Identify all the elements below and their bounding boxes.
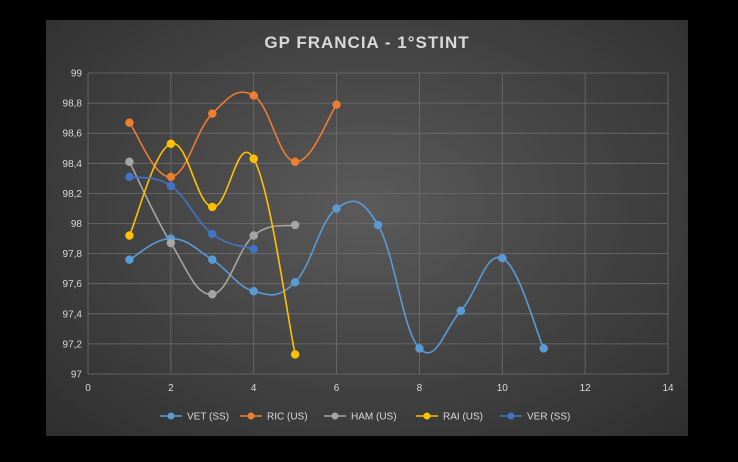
- y-tick-label: 98,2: [63, 189, 83, 200]
- data-point: [290, 157, 300, 167]
- data-point: [249, 286, 258, 296]
- series-line-3: [128, 142, 296, 355]
- data-point: [125, 157, 134, 167]
- data-point: [415, 344, 424, 353]
- data-point: [166, 139, 176, 148]
- y-tick-label: 97,4: [63, 309, 83, 320]
- data-point: [249, 154, 258, 164]
- series-line-4: [129, 176, 254, 250]
- chart-panel: GP FRANCIA - 1°STINT 97 97,2 97,4 97,6 97,8 9…: [46, 20, 688, 436]
- line-chart: 97 97,2 97,4 97,6 97,8 98 98,2 98,4 98,6 98,8 99 0 2…: [63, 69, 674, 423]
- data-point: [290, 277, 300, 287]
- x-tick-label: 10: [497, 383, 509, 394]
- data-point: [290, 220, 300, 230]
- data-point: [166, 238, 176, 248]
- x-tick-label: 6: [334, 383, 340, 394]
- data-point: [125, 172, 134, 182]
- data-point: [249, 91, 258, 100]
- x-tick-label: 2: [168, 383, 174, 394]
- y-tick-label: 98,4: [63, 159, 83, 170]
- data-point: [125, 231, 134, 240]
- axes: 97 97,2 97,4 97,6 97,8 98 98,2 98,4 98,6 98,8 99 0 2…: [63, 69, 674, 395]
- data-point: [208, 229, 217, 239]
- data-point: [332, 100, 341, 109]
- data-point: [208, 255, 217, 264]
- data-point: [332, 204, 341, 213]
- x-tick-label: 12: [580, 383, 592, 394]
- y-tick-label: 98: [71, 219, 83, 230]
- data-point: [208, 289, 217, 299]
- chart-title: GP FRANCIA - 1°STINT: [264, 33, 470, 52]
- y-tick-label: 97,6: [63, 279, 83, 290]
- data-point: [208, 202, 217, 212]
- y-tick-label: 98,8: [63, 99, 83, 110]
- legend-label: RAI (US): [443, 412, 483, 423]
- legend-label: RIC (US): [267, 412, 308, 423]
- data-point: [208, 109, 217, 118]
- data-point: [125, 255, 134, 264]
- y-tick-label: 97,2: [63, 339, 83, 350]
- legend-label: HAM (US): [351, 412, 397, 423]
- y-tick-label: 97: [71, 370, 83, 381]
- x-tick-label: 14: [662, 383, 674, 394]
- data-point: [125, 118, 134, 127]
- data-points: [125, 91, 548, 359]
- data-point: [166, 172, 176, 182]
- x-tick-label: 8: [417, 383, 423, 394]
- legend-swatch-marker: [507, 412, 515, 420]
- data-point: [373, 220, 383, 230]
- x-tick-label: 0: [85, 383, 91, 394]
- data-point: [249, 231, 258, 240]
- legend: VET (SS) RIC (US) HAM (US) RAI (US) VER (SS): [160, 412, 570, 423]
- data-point: [249, 244, 258, 254]
- data-point: [539, 344, 548, 353]
- data-point: [166, 181, 176, 191]
- y-tick-label: 99: [71, 69, 83, 80]
- y-tick-label: 97,8: [63, 249, 83, 260]
- legend-swatch-marker: [423, 412, 431, 420]
- x-tick-label: 4: [251, 383, 257, 394]
- series-line-1: [128, 91, 338, 178]
- data-point: [290, 350, 300, 359]
- y-tick-label: 98,6: [63, 129, 83, 140]
- series-line-2: [128, 161, 296, 296]
- data-point: [498, 253, 507, 263]
- legend-label: VET (SS): [187, 412, 229, 423]
- legend-swatch-marker: [331, 412, 339, 420]
- data-point: [456, 306, 466, 316]
- gridlines: [87, 72, 669, 375]
- legend-swatch-marker: [247, 412, 255, 420]
- legend-label: VER (SS): [527, 412, 570, 423]
- legend-swatch-marker: [167, 412, 175, 420]
